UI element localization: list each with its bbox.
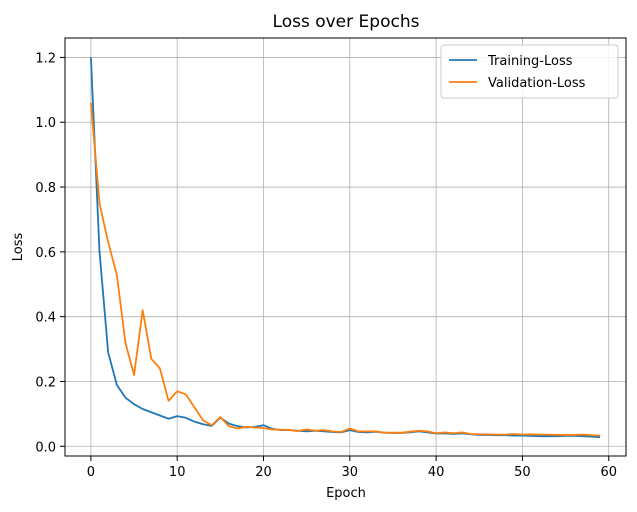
y-tick-label: 0.6 [35, 246, 56, 261]
grid [65, 38, 626, 456]
x-axis: 0 10 20 30 40 50 60 [87, 456, 617, 480]
plot-frame [64, 37, 627, 457]
series-line-1 [89, 57, 601, 439]
series-line-2 [89, 102, 601, 437]
y-tick-label: 0.4 [35, 311, 56, 326]
x-tick-label: 50 [514, 465, 531, 480]
y-axis-label: Loss [11, 233, 26, 262]
series-layer [89, 57, 601, 439]
chart-title: Loss over Epochs [273, 12, 420, 32]
x-axis-label: Epoch [326, 486, 366, 501]
x-tick-label: 30 [342, 465, 359, 480]
y-tick-label: 1.0 [35, 116, 56, 131]
legend-box [440, 44, 619, 99]
legend-label: Training-Loss [487, 54, 573, 69]
x-tick-label: 20 [255, 465, 272, 480]
legend-label: Validation-Loss [488, 76, 586, 91]
x-tick-label: 10 [169, 465, 186, 480]
y-axis: 0.0 0.2 0.4 0.6 0.8 1.0 1.2 [35, 51, 65, 455]
x-tick-label: 60 [600, 465, 617, 480]
y-tick-label: 0.8 [35, 181, 56, 196]
y-tick-label: 1.2 [35, 51, 56, 66]
x-tick-label: 40 [428, 465, 445, 480]
y-tick-label: 0.0 [35, 440, 56, 455]
y-tick-label: 0.2 [35, 375, 56, 390]
x-tick-label: 0 [87, 465, 95, 480]
legend: Training-Loss Validation-Loss [440, 44, 619, 99]
